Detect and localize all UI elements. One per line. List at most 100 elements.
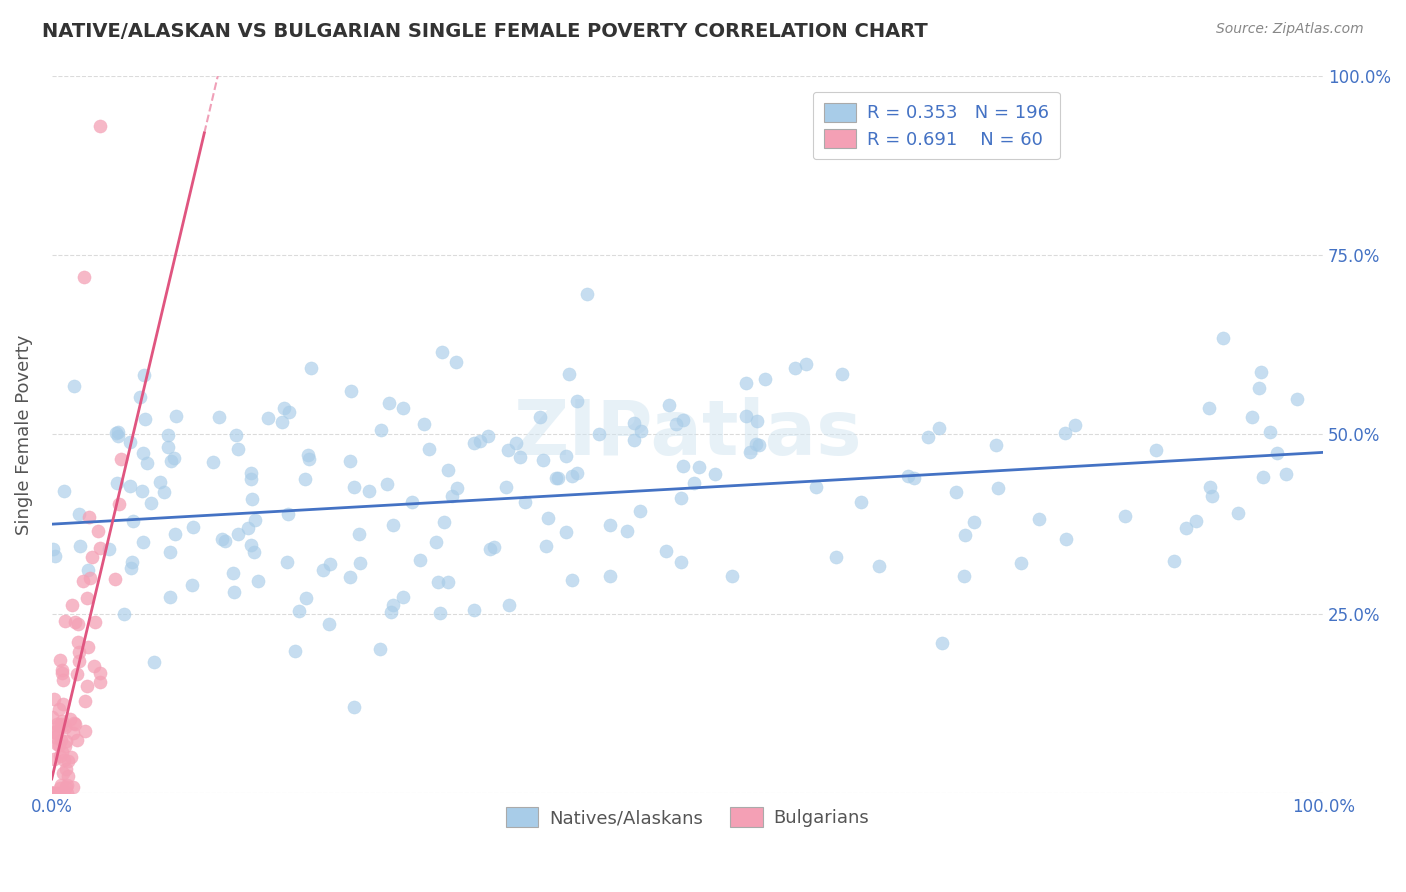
Point (295, 591, 318, 605)
Point (56, 754, 79, 768)
Point (42, 692, 65, 706)
Point (63, 379, 86, 393)
Point (48, 738, 70, 752)
Point (588, 427, 610, 442)
Point (104, 572, 127, 586)
Point (108, 497, 131, 511)
Point (734, 376, 756, 390)
Point (575, 286, 598, 301)
Point (41, 710, 63, 724)
Point (142, 655, 165, 669)
Point (754, 371, 776, 385)
Point (118, 434, 141, 449)
Point (533, 453, 555, 467)
Point (561, 574, 583, 588)
Point (567, 467, 589, 481)
Point (370, 424, 392, 438)
Point (53, 786, 76, 800)
Point (1175, 520, 1198, 534)
Point (276, 555, 298, 569)
Point (118, 479, 141, 493)
Point (1251, 470, 1274, 484)
Point (79, 571, 101, 585)
Point (463, 603, 485, 617)
Point (226, 442, 249, 457)
Point (529, 409, 551, 424)
Point (243, 513, 266, 527)
Point (425, 535, 447, 549)
Point (544, 470, 567, 484)
Point (555, 449, 578, 463)
Point (446, 481, 468, 495)
Point (55, 786, 77, 800)
Point (446, 355, 468, 369)
Point (1010, 556, 1032, 570)
Point (48, 701, 70, 715)
Point (131, 484, 153, 499)
Point (84, 615, 107, 629)
Point (52, 766, 75, 780)
Point (665, 417, 688, 431)
Point (1212, 331, 1234, 345)
Text: NATIVE/ALASKAN VS BULGARIAN SINGLE FEMALE POVERTY CORRELATION CHART: NATIVE/ALASKAN VS BULGARIAN SINGLE FEMAL… (42, 22, 928, 41)
Point (181, 577, 204, 591)
Point (347, 527, 370, 541)
Point (1064, 417, 1087, 432)
Point (299, 360, 322, 375)
Point (59, 712, 82, 726)
Point (66, 733, 89, 747)
Point (513, 495, 536, 509)
Point (122, 514, 145, 528)
Point (132, 446, 155, 460)
Point (60, 598, 83, 612)
Point (66, 617, 89, 632)
Point (55, 780, 77, 794)
Point (319, 558, 342, 572)
Point (62, 780, 84, 794)
Point (381, 598, 404, 612)
Point (1198, 401, 1220, 416)
Point (339, 570, 361, 584)
Point (56, 778, 79, 792)
Point (284, 644, 307, 658)
Point (42, 752, 65, 766)
Point (273, 401, 295, 416)
Point (339, 384, 361, 398)
Point (59, 750, 82, 764)
Point (42, 786, 65, 800)
Point (46, 716, 69, 731)
Point (413, 417, 436, 431)
Point (738, 445, 761, 459)
Point (1250, 365, 1272, 379)
Point (44, 731, 66, 745)
Point (1265, 446, 1288, 460)
Point (42, 725, 65, 739)
Point (963, 515, 986, 529)
Point (46, 786, 69, 800)
Point (104, 426, 127, 441)
Point (89, 119, 111, 133)
Point (110, 452, 132, 467)
Point (105, 476, 128, 491)
Point (430, 344, 453, 359)
Point (427, 575, 450, 590)
Point (496, 443, 519, 458)
Point (240, 492, 263, 507)
Point (903, 470, 925, 484)
Point (1028, 512, 1050, 526)
Point (897, 468, 920, 483)
Point (45, 724, 67, 739)
Point (67, 645, 90, 659)
Point (297, 448, 319, 462)
Point (567, 394, 589, 409)
Point (51, 732, 73, 747)
Point (120, 561, 142, 575)
Point (547, 471, 569, 485)
Text: Source: ZipAtlas.com: Source: ZipAtlas.com (1216, 22, 1364, 37)
Point (152, 484, 174, 499)
Point (242, 544, 264, 558)
Point (159, 545, 181, 559)
Point (80, 550, 103, 565)
Point (928, 421, 950, 435)
Point (208, 409, 231, 424)
